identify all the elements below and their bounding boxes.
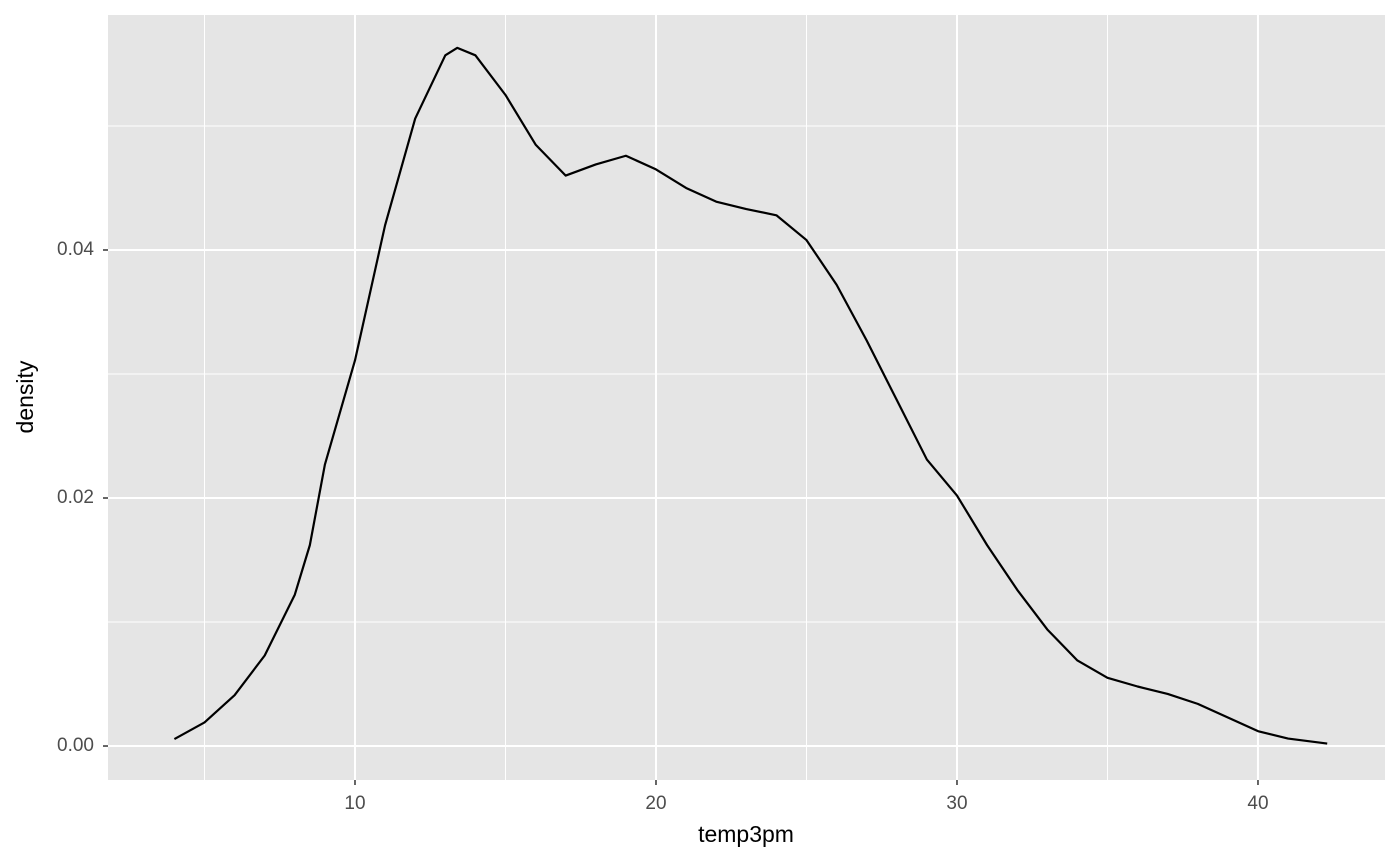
x-tick-label: 40 (1247, 793, 1268, 814)
y-axis-title: density (12, 360, 38, 433)
x-tick-label: 30 (946, 793, 967, 814)
y-tick-label: 0.00 (57, 735, 94, 756)
panel (108, 15, 1385, 780)
y-tick-label: 0.04 (57, 239, 94, 260)
y-tick-label: 0.02 (57, 487, 94, 508)
x-tick-label: 10 (344, 793, 365, 814)
x-axis-title: temp3pm (698, 821, 794, 847)
density-line (173, 46, 1328, 745)
x-tick-label: 20 (645, 793, 666, 814)
